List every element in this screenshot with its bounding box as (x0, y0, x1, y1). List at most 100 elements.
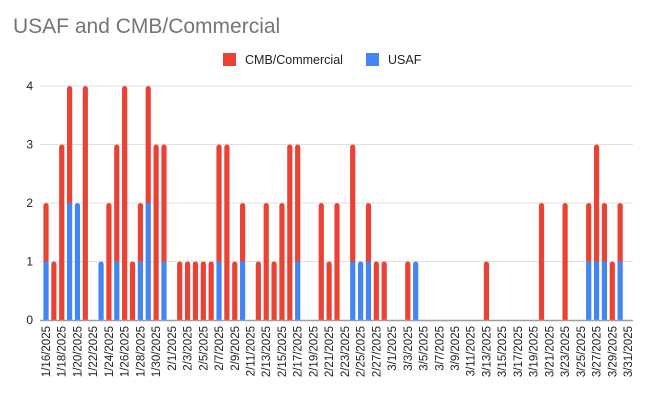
x-tick-label: 3/15/2025 (497, 326, 509, 377)
bar-cmb-commercial-1/24/2025 (106, 203, 112, 320)
bar-usaf-1/16/2025 (43, 261, 49, 320)
bar-cmb-commercial-1/16/2025 (43, 203, 49, 262)
bar-cmb-commercial-2/8/2025 (224, 144, 230, 320)
x-tick-label: 1/16/2025 (41, 326, 53, 377)
x-tick-label: 2/25/2025 (356, 326, 368, 377)
x-tick-label: 2/15/2025 (277, 326, 289, 377)
x-tick-label: 1/18/2025 (57, 326, 69, 377)
bar-cmb-commercial-2/5/2025 (200, 261, 206, 320)
y-tick-label: 1 (26, 255, 33, 269)
bar-cmb-commercial-2/17/2025 (295, 144, 301, 262)
bar-cmb-commercial-2/14/2025 (271, 261, 277, 320)
x-tick-label: 1/28/2025 (135, 326, 147, 377)
x-tick-label: 2/13/2025 (261, 326, 273, 377)
x-tick-label: 3/23/2025 (560, 326, 572, 377)
bar-cmb-commercial-3/26/2025 (586, 203, 592, 262)
bar-cmb-commercial-2/2/2025 (177, 261, 183, 320)
bar-cmb-commercial-1/18/2025 (59, 144, 65, 320)
y-tick-label: 0 (26, 313, 33, 327)
x-tick-label: 3/17/2025 (513, 326, 525, 377)
x-tick-label: 3/11/2025 (466, 326, 478, 376)
legend-label: USAF (388, 53, 422, 67)
y-tick-label: 2 (26, 196, 33, 210)
bar-cmb-commercial-2/15/2025 (279, 203, 285, 320)
bar-cmb-commercial-2/13/2025 (263, 202, 269, 320)
x-tick-label: 3/9/2025 (450, 326, 462, 371)
bar-cmb-commercial-2/22/2025 (334, 202, 340, 320)
bar-cmb-commercial-2/16/2025 (287, 144, 293, 320)
bar-cmb-commercial-3/27/2025 (593, 144, 600, 262)
x-tick-label: 3/29/2025 (607, 326, 619, 377)
bar-cmb-commercial-2/4/2025 (192, 261, 199, 320)
bar-usaf-1/25/2025 (114, 261, 120, 320)
bar-usaf-3/27/2025 (593, 261, 600, 320)
x-tick-label: 3/25/2025 (576, 326, 588, 377)
bar-cmb-commercial-2/10/2025 (240, 202, 246, 262)
x-tick-label: 2/7/2025 (214, 326, 226, 371)
bar-usaf-3/30/2025 (617, 261, 623, 320)
bar-cmb-commercial-2/26/2025 (365, 202, 372, 262)
bar-cmb-commercial-1/19/2025 (66, 86, 73, 203)
bar-cmb-commercial-3/23/2025 (562, 202, 568, 320)
bar-cmb-commercial-3/30/2025 (617, 202, 623, 262)
x-tick-label: 1/30/2025 (151, 326, 163, 377)
bar-cmb-commercial-2/9/2025 (232, 261, 238, 320)
bar-usaf-2/24/2025 (350, 261, 356, 320)
legend-swatch (366, 53, 379, 66)
bar-usaf-1/29/2025 (145, 203, 151, 320)
bar-usaf-1/23/2025 (98, 261, 104, 320)
bar-usaf-1/28/2025 (137, 261, 143, 320)
bar-usaf-2/7/2025 (216, 261, 222, 320)
bar-usaf-2/10/2025 (240, 261, 246, 320)
bar-usaf-2/25/2025 (358, 261, 364, 320)
bar-cmb-commercial-2/20/2025 (318, 202, 324, 320)
x-tick-label: 2/1/2025 (167, 326, 179, 371)
bar-cmb-commercial-2/7/2025 (216, 144, 222, 262)
x-tick-label: 3/3/2025 (403, 326, 415, 371)
x-tick-label: 3/19/2025 (529, 326, 541, 377)
bar-usaf-1/19/2025 (66, 203, 73, 320)
x-tick-label: 2/23/2025 (340, 326, 352, 377)
x-tick-label: 1/24/2025 (104, 326, 116, 377)
x-tick-label: 3/7/2025 (434, 326, 446, 371)
x-tick-label: 3/1/2025 (387, 326, 399, 371)
bar-usaf-3/4/2025 (413, 261, 419, 320)
bar-cmb-commercial-2/27/2025 (373, 261, 379, 320)
bar-cmb-commercial-2/6/2025 (208, 261, 214, 320)
x-tick-label: 1/20/2025 (72, 326, 84, 377)
bar-cmb-commercial-3/20/2025 (538, 203, 545, 320)
x-tick-label: 2/11/2025 (245, 326, 257, 376)
bar-cmb-commercial-2/3/2025 (184, 261, 191, 320)
bar-cmb-commercial-1/28/2025 (137, 203, 143, 262)
x-tick-label: 2/3/2025 (183, 326, 195, 371)
bars (43, 86, 623, 320)
bar-usaf-3/26/2025 (586, 261, 592, 320)
bar-cmb-commercial-1/21/2025 (82, 86, 88, 320)
bar-cmb-commercial-1/31/2025 (161, 144, 167, 262)
bar-cmb-commercial-3/28/2025 (601, 202, 608, 262)
x-tick-label: 2/5/2025 (198, 326, 210, 371)
x-tick-label: 2/9/2025 (230, 326, 242, 371)
chart-title: USAF and CMB/Commercial (13, 15, 280, 38)
legend-swatch (223, 53, 236, 66)
x-tick-label: 1/22/2025 (88, 326, 100, 377)
bar-cmb-commercial-3/3/2025 (405, 261, 411, 320)
x-tick-label: 3/13/2025 (481, 326, 493, 377)
bar-cmb-commercial-1/30/2025 (153, 144, 159, 320)
x-tick-label: 2/27/2025 (371, 326, 383, 377)
x-tick-label: 2/19/2025 (308, 326, 320, 377)
bar-cmb-commercial-2/24/2025 (350, 144, 356, 262)
x-tick-label: 3/27/2025 (592, 326, 604, 377)
x-axis: 1/16/2025 1/18/2025 1/20/2025 1/22/2025 1/24… (41, 326, 635, 377)
bar-usaf-1/20/2025 (74, 203, 81, 320)
y-axis: 0 1 2 3 4 (26, 79, 33, 327)
bar-cmb-commercial-1/29/2025 (145, 86, 151, 203)
bar-cmb-commercial-3/13/2025 (483, 261, 490, 320)
x-tick-label: 3/5/2025 (419, 326, 431, 371)
x-tick-label: 2/17/2025 (293, 326, 305, 377)
bar-usaf-2/26/2025 (365, 261, 372, 320)
x-tick-label: 1/26/2025 (120, 326, 132, 377)
bar-cmb-commercial-1/17/2025 (51, 261, 57, 320)
bar-cmb-commercial-1/25/2025 (114, 144, 120, 262)
